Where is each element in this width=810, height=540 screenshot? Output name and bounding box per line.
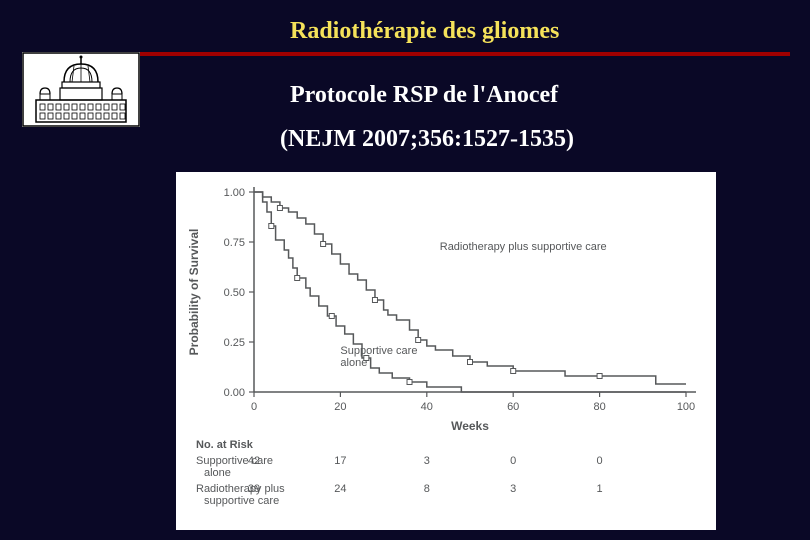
svg-text:0.25: 0.25 [224,337,245,349]
survival-chart: 0.000.250.500.751.00020406080100Probabil… [176,172,716,530]
subtitle-2: (NEJM 2007;356:1527-1535) [280,126,574,153]
svg-text:alone: alone [340,357,367,369]
svg-text:alone: alone [204,467,231,479]
svg-text:3: 3 [424,455,430,467]
svg-text:17: 17 [334,455,346,467]
svg-text:Supportive care: Supportive care [196,455,273,467]
svg-text:Supportive care: Supportive care [340,345,417,357]
svg-text:Probability of Survival: Probability of Survival [187,229,201,356]
chart-svg: 0.000.250.500.751.00020406080100Probabil… [176,172,716,530]
svg-text:1: 1 [597,483,603,495]
svg-text:supportive care: supportive care [204,495,279,507]
svg-text:1.00: 1.00 [224,187,245,199]
svg-text:100: 100 [677,401,695,413]
svg-text:42: 42 [248,455,260,467]
svg-text:0: 0 [597,455,603,467]
svg-text:0.00: 0.00 [224,387,245,399]
svg-text:0.75: 0.75 [224,237,245,249]
svg-text:24: 24 [334,483,346,495]
svg-text:0.50: 0.50 [224,287,245,299]
svg-text:No. at Risk: No. at Risk [196,439,254,451]
svg-text:60: 60 [507,401,519,413]
svg-text:0: 0 [510,455,516,467]
svg-text:80: 80 [593,401,605,413]
page-title: Radiothérapie des gliomes [290,18,559,45]
svg-text:Radiotherapy plus supportive c: Radiotherapy plus supportive care [440,241,607,253]
svg-text:Weeks: Weeks [451,419,489,433]
svg-text:39: 39 [248,483,260,495]
svg-text:8: 8 [424,483,430,495]
svg-text:3: 3 [510,483,516,495]
svg-text:0: 0 [251,401,257,413]
divider [140,52,790,56]
svg-text:Radiotherapy plus: Radiotherapy plus [196,483,285,495]
svg-text:40: 40 [421,401,433,413]
svg-text:20: 20 [334,401,346,413]
subtitle-1: Protocole RSP de l'Anocef [290,82,558,109]
building-logo [22,52,140,127]
